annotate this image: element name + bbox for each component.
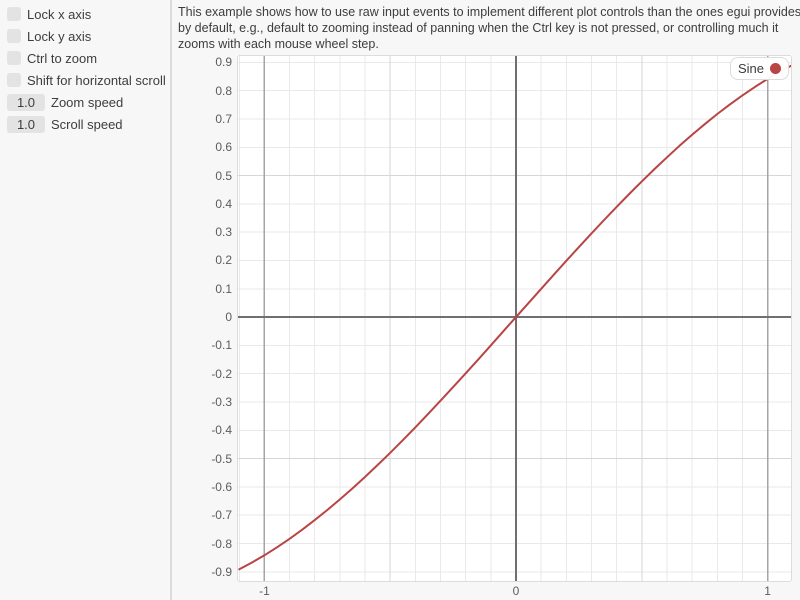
checkbox-icon[interactable]: [7, 51, 21, 65]
x-tick-label: 1: [764, 584, 771, 598]
y-tick-label: 0.7: [215, 111, 232, 126]
checkbox-row-lock-y-axis[interactable]: Lock y axis: [0, 25, 170, 47]
x-tick-label: 0: [512, 584, 520, 598]
y-tick-label: 0.8: [215, 83, 232, 98]
y-tick-label: -0.4: [211, 423, 232, 438]
checkbox-label: Lock x axis: [27, 6, 92, 22]
y-tick-label: 0.4: [215, 196, 232, 211]
y-tick-label: -0.9: [211, 564, 232, 579]
y-tick-label: 0.2: [215, 253, 232, 268]
y-tick-label: -0.8: [211, 536, 232, 551]
drag-value-row-zoom-speed: 1.0 Zoom speed: [0, 91, 170, 113]
drag-value-row-scroll-speed: 1.0 Scroll speed: [0, 113, 170, 135]
y-tick-label: 0.3: [215, 225, 232, 240]
checkbox-icon[interactable]: [7, 29, 21, 43]
legend-color-dot-icon: [770, 63, 781, 74]
controls-sidebar: Lock x axis Lock y axis Ctrl to zoom Shi…: [0, 0, 170, 600]
y-tick-label: 0.9: [215, 55, 232, 70]
y-tick-label: 0.1: [215, 281, 232, 296]
checkbox-row-ctrl-to-zoom[interactable]: Ctrl to zoom: [0, 47, 170, 69]
scroll-speed-drag-value[interactable]: 1.0: [7, 115, 45, 133]
y-tick-label: -0.1: [211, 338, 232, 353]
checkbox-row-shift-horizontal-scroll[interactable]: Shift for horizontal scroll: [0, 69, 170, 91]
y-tick-label: -0.2: [211, 366, 232, 381]
checkbox-row-lock-x-axis[interactable]: Lock x axis: [0, 3, 170, 25]
x-tick-label: -1: [259, 584, 270, 598]
y-tick-label: 0: [225, 310, 232, 325]
checkbox-icon[interactable]: [7, 73, 21, 87]
plot-canvas[interactable]: [237, 55, 792, 582]
checkbox-label: Lock y axis: [27, 28, 92, 44]
drag-value-label: Scroll speed: [51, 116, 123, 132]
y-tick-label: -0.5: [211, 451, 232, 466]
y-tick-label: 0.5: [215, 168, 232, 183]
panel-resize-handle[interactable]: [170, 0, 172, 600]
checkbox-label: Shift for horizontal scroll: [27, 72, 166, 88]
y-tick-label: -0.7: [211, 508, 232, 523]
y-tick-label: -0.3: [211, 394, 232, 409]
y-tick-label: -0.6: [211, 479, 232, 494]
checkbox-icon[interactable]: [7, 7, 21, 21]
checkbox-label: Ctrl to zoom: [27, 50, 98, 66]
example-description: This example shows how to use raw input …: [178, 5, 800, 51]
series-line-sine: [238, 64, 792, 571]
legend-sine[interactable]: Sine: [729, 57, 789, 80]
zoom-speed-drag-value[interactable]: 1.0: [7, 93, 45, 111]
drag-value-label: Zoom speed: [51, 94, 124, 110]
legend-label: Sine: [737, 61, 764, 76]
y-tick-label: 0.6: [215, 140, 232, 155]
